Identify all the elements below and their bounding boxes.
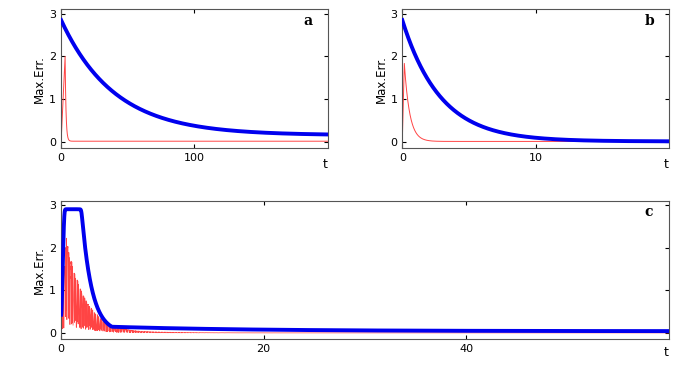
- Text: t: t: [664, 158, 669, 171]
- Text: t: t: [664, 346, 669, 359]
- Text: a: a: [304, 14, 313, 28]
- Text: t: t: [323, 158, 328, 171]
- Text: b: b: [645, 14, 655, 28]
- Y-axis label: Max.Err.: Max.Err.: [375, 55, 388, 103]
- Y-axis label: Max.Err.: Max.Err.: [33, 55, 46, 103]
- Y-axis label: Max.Err.: Max.Err.: [33, 246, 46, 294]
- Text: c: c: [644, 205, 653, 219]
